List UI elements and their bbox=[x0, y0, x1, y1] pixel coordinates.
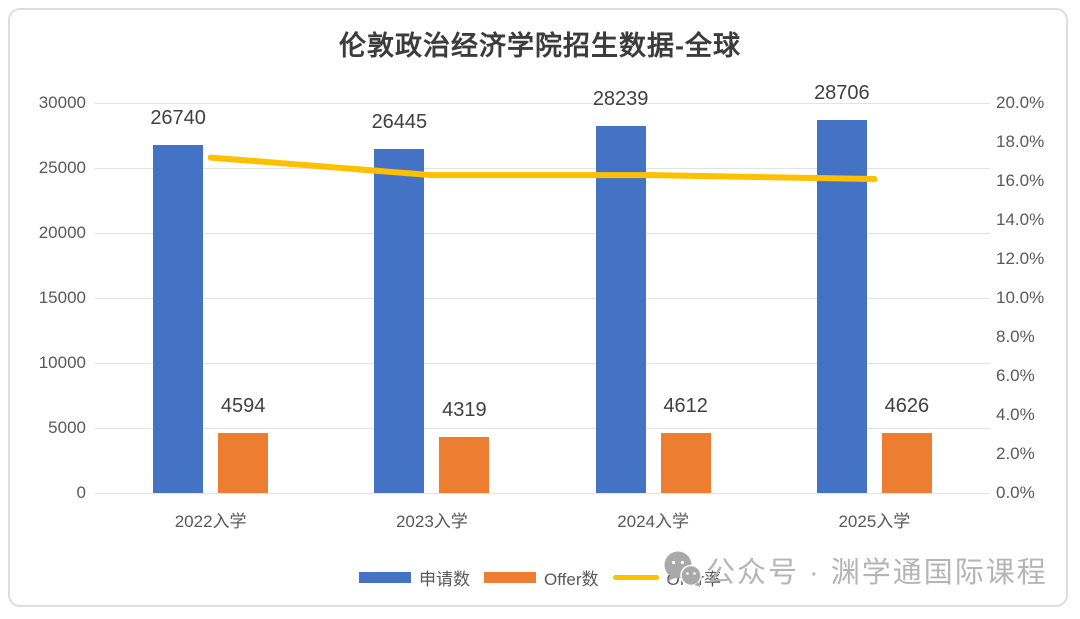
gridline bbox=[95, 428, 990, 429]
data-label-申请数-2024入学: 28239 bbox=[592, 87, 649, 110]
data-label-申请数-2023入学: 26445 bbox=[371, 111, 428, 134]
bar-Offer数-2024入学 bbox=[660, 433, 711, 493]
data-label-申请数-2025入学: 28706 bbox=[814, 81, 870, 104]
bar-Offer数-2025入学 bbox=[881, 432, 932, 493]
data-label-Offer数-2024入学: 4612 bbox=[663, 395, 708, 418]
data-label-Offer数-2022入学: 4594 bbox=[220, 395, 266, 418]
legend-swatch-Offer数 bbox=[484, 572, 537, 583]
chart-title: 伦敦政治经济学院招生数据-全球 bbox=[339, 31, 741, 61]
left-axis-tick-label: 0 bbox=[76, 483, 86, 502]
data-label-Offer数-2023入学: 4319 bbox=[442, 398, 487, 421]
legend: 申请数 Offer数 Offer率 bbox=[0, 565, 1080, 590]
gridline bbox=[95, 493, 990, 494]
legend-label-申请数: 申请数 bbox=[419, 570, 471, 589]
x-axis-category-label: 2025入学 bbox=[838, 512, 911, 531]
bar-申请数-2024入学 bbox=[595, 125, 646, 493]
left-axis-tick-label: 5000 bbox=[48, 418, 86, 437]
x-axis-category-label: 2022入学 bbox=[174, 512, 247, 531]
left-axis-tick-label: 30000 bbox=[38, 93, 86, 112]
legend-swatch-Offer率 bbox=[612, 575, 659, 580]
left-axis-tick-label: 10000 bbox=[38, 353, 86, 372]
bar-Offer数-2022入学 bbox=[218, 433, 269, 493]
left-axis-tick-label: 20000 bbox=[38, 223, 86, 242]
legend-item-Offer数: Offer数 bbox=[484, 565, 599, 590]
right-axis-tick-label: 2.0% bbox=[996, 444, 1035, 463]
legend-label-Offer数: Offer数 bbox=[544, 570, 599, 589]
right-axis-tick-label: 16.0% bbox=[996, 171, 1045, 190]
right-axis-tick-label: 12.0% bbox=[996, 249, 1045, 268]
right-axis-tick-label: 18.0% bbox=[996, 132, 1045, 151]
bar-申请数-2022入学 bbox=[153, 145, 204, 493]
gridline bbox=[95, 363, 990, 364]
right-axis-tick-label: 6.0% bbox=[996, 366, 1035, 385]
data-label-Offer数-2025入学: 4626 bbox=[884, 394, 930, 417]
right-axis-tick-label: 20.0% bbox=[996, 93, 1045, 112]
right-axis-tick-label: 4.0% bbox=[996, 405, 1035, 424]
x-axis-category-label: 2023入学 bbox=[395, 512, 468, 531]
bar-Offer数-2023入学 bbox=[439, 436, 490, 493]
legend-item-Offer率: Offer率 bbox=[612, 565, 721, 590]
right-axis-tick-label: 0.0% bbox=[996, 483, 1035, 502]
right-axis-tick-label: 8.0% bbox=[996, 327, 1035, 346]
legend-item-申请数: 申请数 bbox=[359, 565, 470, 590]
gridline bbox=[95, 233, 990, 234]
left-axis-tick-label: 25000 bbox=[38, 158, 86, 177]
legend-swatch-申请数 bbox=[359, 572, 412, 583]
gridline bbox=[95, 298, 990, 299]
gridline bbox=[95, 103, 990, 104]
bar-申请数-2023入学 bbox=[374, 149, 425, 493]
legend-label-Offer率: Offer率 bbox=[666, 570, 721, 589]
data-label-申请数-2022入学: 26740 bbox=[150, 107, 206, 130]
right-axis-tick-label: 10.0% bbox=[996, 288, 1045, 307]
left-axis-tick-label: 15000 bbox=[38, 288, 86, 307]
chart-border-frame bbox=[8, 8, 1068, 607]
bar-申请数-2025入学 bbox=[816, 119, 867, 493]
x-axis-category-label: 2024入学 bbox=[617, 512, 690, 531]
right-axis-tick-label: 14.0% bbox=[996, 210, 1045, 229]
